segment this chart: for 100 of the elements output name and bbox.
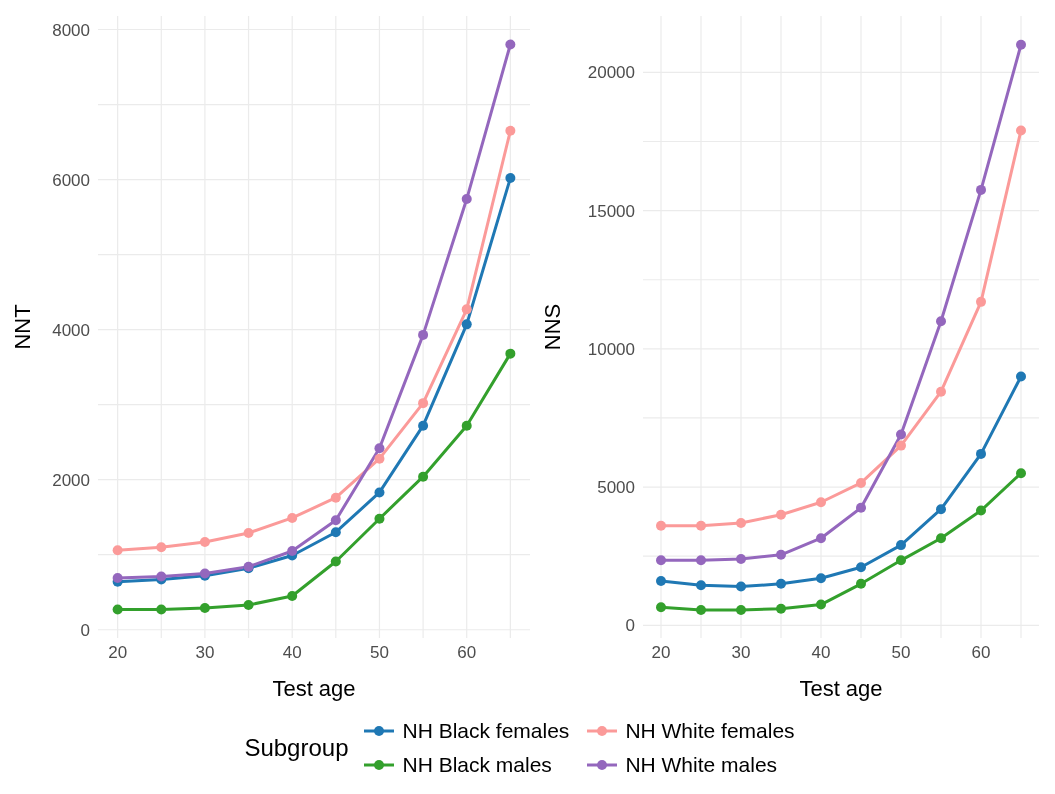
point	[374, 443, 385, 454]
legend-label: NH Black males	[402, 753, 552, 777]
point	[656, 555, 666, 566]
point	[896, 540, 906, 551]
point	[976, 296, 986, 307]
y-tick-label: 15000	[587, 201, 635, 221]
point	[505, 125, 516, 136]
point	[736, 605, 746, 616]
x-tick-label: 40	[811, 643, 831, 663]
point	[287, 545, 298, 556]
point	[112, 604, 123, 615]
point	[330, 515, 341, 526]
point	[505, 39, 516, 50]
x-tick-label: 30	[731, 643, 751, 663]
x-tick-label: 60	[971, 643, 991, 663]
point	[505, 173, 516, 184]
point	[656, 602, 666, 613]
point	[776, 603, 786, 614]
x-tick-label: 50	[891, 643, 911, 663]
point	[696, 580, 706, 591]
point	[856, 578, 866, 589]
legend-label: NH White females	[625, 719, 795, 743]
point	[696, 605, 706, 616]
x-tick-label: 60	[457, 643, 477, 663]
point	[936, 533, 946, 544]
point	[816, 573, 826, 584]
point	[776, 549, 786, 560]
point	[418, 420, 429, 431]
point	[696, 555, 706, 566]
y-tick-label: 8000	[52, 20, 90, 40]
point	[936, 316, 946, 327]
y-tick-label: 2000	[52, 470, 90, 490]
point	[330, 492, 341, 503]
point	[856, 502, 866, 513]
point	[896, 555, 906, 566]
y-axis-title: NNS	[539, 303, 565, 351]
point	[418, 471, 429, 482]
point	[243, 599, 254, 610]
y-tick-label: 20000	[587, 63, 635, 83]
point	[330, 527, 341, 538]
x-tick-label: 20	[108, 643, 128, 663]
point	[112, 572, 123, 583]
point	[374, 513, 385, 524]
x-tick-label: 50	[369, 643, 389, 663]
point	[461, 304, 472, 315]
point	[374, 487, 385, 498]
x-tick-label: 30	[195, 643, 215, 663]
point	[656, 520, 666, 531]
point	[656, 576, 666, 587]
point	[461, 194, 472, 205]
x-axis-title: Test age	[272, 676, 356, 701]
point	[976, 505, 986, 516]
y-axis-title: NNT	[9, 304, 35, 350]
point	[776, 578, 786, 589]
y-tick-label: 0	[80, 620, 90, 640]
x-tick-label: 40	[282, 643, 302, 663]
y-tick-label: 5000	[597, 478, 635, 498]
point	[199, 602, 210, 613]
legend-title: Subgroup	[244, 734, 349, 762]
point	[418, 329, 429, 340]
point	[505, 348, 516, 359]
point	[896, 440, 906, 451]
point	[896, 429, 906, 440]
point	[1016, 39, 1026, 50]
point	[976, 448, 986, 459]
point	[736, 581, 746, 592]
y-tick-label: 10000	[587, 339, 635, 359]
point	[936, 386, 946, 397]
point	[936, 504, 946, 515]
point	[199, 536, 210, 547]
point	[287, 512, 298, 523]
point	[1016, 371, 1026, 382]
point	[976, 184, 986, 195]
point	[856, 477, 866, 488]
point	[418, 398, 429, 409]
y-tick-label: 4000	[52, 320, 90, 340]
point	[461, 420, 472, 431]
x-tick-label: 20	[651, 643, 671, 663]
point	[156, 604, 167, 615]
x-axis-title: Test age	[799, 676, 883, 701]
legend-label: NH Black females	[402, 719, 570, 743]
point	[461, 319, 472, 330]
y-tick-label: 6000	[52, 170, 90, 190]
point	[816, 497, 826, 508]
point	[156, 542, 167, 553]
point	[696, 520, 706, 531]
point	[330, 556, 341, 567]
legend-label: NH White males	[625, 753, 778, 777]
point	[816, 533, 826, 544]
point	[736, 518, 746, 528]
point	[816, 599, 826, 610]
point	[856, 562, 866, 573]
point	[243, 527, 254, 538]
point	[112, 545, 123, 556]
point	[776, 509, 786, 520]
point	[374, 453, 385, 464]
point	[1016, 125, 1026, 136]
point	[287, 590, 298, 601]
point	[736, 553, 746, 564]
point	[1016, 468, 1026, 479]
